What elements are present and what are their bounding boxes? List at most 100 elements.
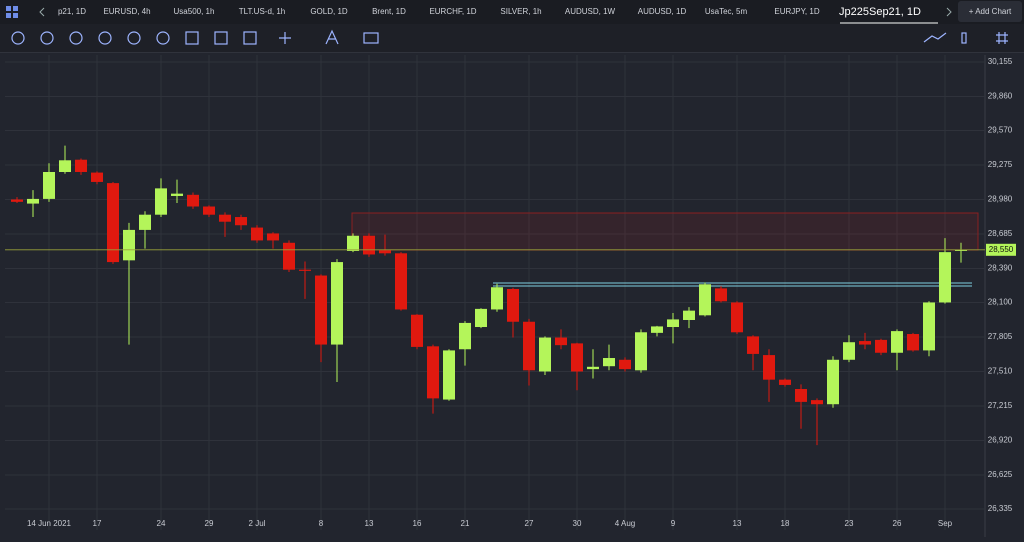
chart-tab[interactable]: EURUSD, 4h xyxy=(103,7,150,16)
candle-body xyxy=(235,217,247,226)
add-chart-button[interactable] xyxy=(958,1,1022,22)
chart-tab[interactable]: EURCHF, 1D xyxy=(429,7,476,16)
candle-body xyxy=(715,288,727,302)
candle-body xyxy=(635,332,647,371)
y-tick-label: 27,805 xyxy=(988,332,1013,341)
candle-body xyxy=(491,287,503,310)
candle-body xyxy=(427,346,439,399)
tool-icon[interactable] xyxy=(127,31,141,45)
candle-body xyxy=(571,343,583,372)
candle-body xyxy=(763,355,775,380)
layout-icon[interactable] xyxy=(961,32,967,44)
grid-toggle-icon[interactable] xyxy=(996,32,1008,44)
candle-body xyxy=(859,341,871,345)
candle-body xyxy=(91,172,103,182)
candle-body xyxy=(411,314,423,347)
candle-body xyxy=(875,339,887,353)
draw-icon[interactable] xyxy=(325,29,339,45)
last-price-badge xyxy=(986,243,1016,256)
chart-tab[interactable]: SILVER, 1h xyxy=(500,7,541,16)
chart-tab[interactable]: Jp225Sep21, 1D xyxy=(839,6,921,18)
grid-icon xyxy=(6,13,11,18)
candle-body xyxy=(459,322,471,350)
tool-icon[interactable] xyxy=(156,31,170,45)
candle-body xyxy=(843,342,855,360)
candle-body xyxy=(283,242,295,270)
x-tick-label: 9 xyxy=(671,519,676,528)
crosshair-icon[interactable] xyxy=(279,32,291,44)
shape-icon[interactable] xyxy=(363,32,379,44)
x-tick-label: 13 xyxy=(365,519,374,528)
chart-tab[interactable]: TLT.US-d, 1h xyxy=(239,7,286,16)
grid-icon[interactable] xyxy=(6,6,11,11)
chart-tab[interactable]: p21, 1D xyxy=(58,7,86,16)
tool-icon[interactable] xyxy=(11,31,25,45)
candle-body xyxy=(171,193,183,196)
candle-body xyxy=(251,227,263,241)
candle-body xyxy=(107,183,119,263)
chart-tab[interactable]: AUDUSD, 1W xyxy=(565,7,616,16)
candle-body xyxy=(43,171,55,199)
candle-body xyxy=(955,249,967,251)
x-tick-label: 16 xyxy=(413,519,422,528)
candle-body xyxy=(139,214,151,230)
y-tick-label: 29,275 xyxy=(988,160,1013,169)
x-tick-label: 8 xyxy=(319,519,324,528)
next-arrow[interactable] xyxy=(946,7,952,17)
x-tick-label: 26 xyxy=(893,519,902,528)
candle-body xyxy=(443,350,455,400)
candle-body xyxy=(587,366,599,370)
candle-body xyxy=(363,235,375,255)
x-tick-label: 4 Aug xyxy=(615,519,635,528)
resistance-zone xyxy=(351,212,979,251)
chart-type-icon[interactable] xyxy=(923,32,947,43)
candle-body xyxy=(811,400,823,405)
grid-icon xyxy=(13,6,18,11)
chart-tab[interactable]: EURJPY, 1D xyxy=(774,7,819,16)
chart-tab[interactable]: UsaTec, 5m xyxy=(705,7,748,16)
candle-body xyxy=(299,269,311,271)
y-tick-label: 29,860 xyxy=(988,92,1013,101)
prev-arrow[interactable] xyxy=(39,7,45,17)
tool-icon[interactable] xyxy=(185,31,199,45)
candle-body xyxy=(75,159,87,172)
tool-icon[interactable] xyxy=(40,31,54,45)
x-tick-label: 27 xyxy=(525,519,534,528)
candle-body xyxy=(347,235,359,251)
x-tick-label: 17 xyxy=(93,519,102,528)
last-price-label: 28,550 xyxy=(989,245,1014,254)
chart-tab[interactable]: AUDUSD, 1D xyxy=(638,7,687,16)
tool-icon[interactable] xyxy=(69,31,83,45)
candle-body xyxy=(939,252,951,303)
candle-body xyxy=(59,160,71,172)
candle-body xyxy=(395,253,407,310)
y-tick-label: 26,335 xyxy=(988,504,1013,513)
candle-body xyxy=(123,229,135,261)
tool-icon[interactable] xyxy=(214,31,228,45)
x-tick-label: 14 Jun 2021 xyxy=(27,519,72,528)
tool-icon[interactable] xyxy=(98,31,112,45)
x-tick-label: 21 xyxy=(461,519,470,528)
y-tick-label: 30,155 xyxy=(988,57,1013,66)
candle-body xyxy=(619,359,631,370)
toolbar xyxy=(0,24,1024,53)
y-tick-label: 28,685 xyxy=(988,229,1013,238)
chart-tab[interactable]: GOLD, 1D xyxy=(310,7,348,16)
tool-icon[interactable] xyxy=(243,31,257,45)
candle-body xyxy=(603,358,615,367)
chart: 30,155 29,860 29,570 29,275 28,980 28,685 28,3… xyxy=(5,55,1021,537)
y-tick-label: 26,625 xyxy=(988,470,1013,479)
chart-tab[interactable]: Usa500, 1h xyxy=(174,7,215,16)
candle-body xyxy=(203,206,215,215)
candle-body xyxy=(11,199,23,202)
y-tick-label: 28,100 xyxy=(988,298,1013,307)
candle-body xyxy=(27,198,39,204)
chart-tab[interactable]: Brent, 1D xyxy=(372,7,406,16)
y-tick-label: 26,920 xyxy=(988,436,1013,445)
candle-body xyxy=(731,302,743,333)
candle-body xyxy=(379,250,391,254)
add-chart-label[interactable]: + Add Chart xyxy=(969,7,1012,16)
x-tick-label: 18 xyxy=(781,519,790,528)
y-tick-label: 29,570 xyxy=(988,126,1013,135)
